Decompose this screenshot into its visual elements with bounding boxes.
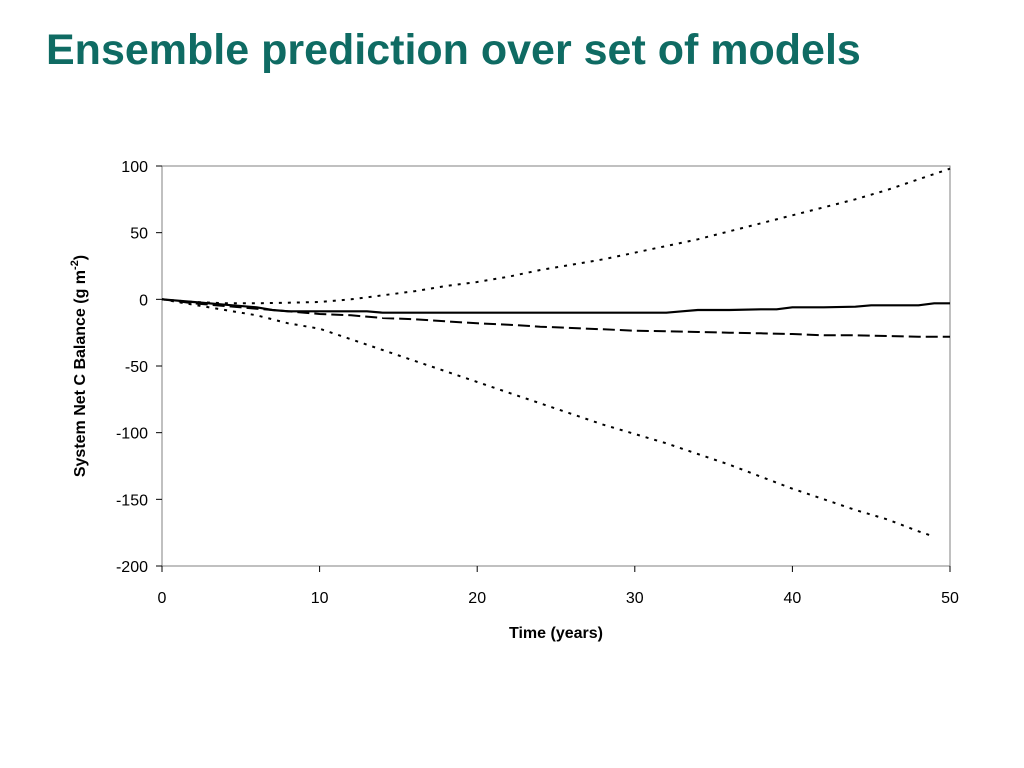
x-tick-label: 50 [941, 590, 959, 607]
y-tick-label: 100 [121, 159, 148, 176]
y-axis-label-superscript: -2 [69, 260, 81, 270]
y-axis-label-suffix: ) [72, 255, 89, 260]
x-tick-label: 0 [158, 590, 167, 607]
x-axis-label: Time (years) [509, 625, 603, 642]
x-tick-label: 20 [468, 590, 486, 607]
y-tick-label: 0 [139, 292, 148, 309]
y-tick-label: -200 [116, 559, 148, 576]
y-tick-label: -150 [116, 492, 148, 509]
slide-title: Ensemble prediction over set of models [46, 26, 861, 74]
y-tick-label: 50 [130, 226, 148, 243]
x-tick-label: 10 [311, 590, 329, 607]
x-tick-label: 30 [626, 590, 644, 607]
y-tick-label: -100 [116, 426, 148, 443]
y-tick-label: -50 [125, 359, 148, 376]
series-line-3-dotted [161, 167, 951, 305]
x-tick-label: 40 [784, 590, 802, 607]
series-line-1-solid [161, 298, 950, 314]
series-line-2-dashed [161, 298, 950, 338]
y-axis-label: System Net C Balance (g m-2) [69, 255, 89, 477]
y-axis-label-text: System Net C Balance (g m [72, 270, 89, 477]
plot-area [161, 165, 951, 567]
